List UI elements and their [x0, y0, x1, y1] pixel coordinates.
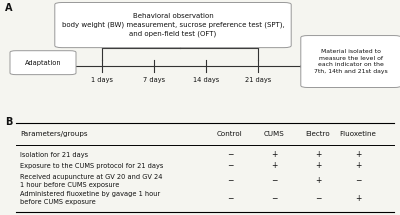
- Text: −: −: [271, 194, 277, 203]
- Text: +: +: [315, 176, 321, 185]
- Text: −: −: [227, 150, 233, 159]
- Text: 14 days: 14 days: [193, 77, 219, 83]
- Text: Electro: Electro: [306, 131, 330, 137]
- Text: Parameters/groups: Parameters/groups: [20, 131, 88, 137]
- Text: 21 days: 21 days: [245, 77, 271, 83]
- Text: +: +: [315, 161, 321, 170]
- FancyBboxPatch shape: [55, 3, 291, 48]
- Text: +: +: [315, 150, 321, 159]
- Text: +: +: [271, 161, 277, 170]
- Text: Fluoxetine: Fluoxetine: [340, 131, 376, 137]
- Text: Administered fluoxetine by gavage 1 hour
before CUMS exposure: Administered fluoxetine by gavage 1 hour…: [20, 191, 160, 205]
- Text: −: −: [271, 176, 277, 185]
- Text: Control: Control: [217, 131, 243, 137]
- FancyBboxPatch shape: [10, 51, 76, 75]
- Text: +: +: [271, 150, 277, 159]
- Text: 1 days: 1 days: [91, 77, 113, 83]
- Text: Received acupuncture at GV 20 and GV 24
1 hour before CUMS exposure: Received acupuncture at GV 20 and GV 24 …: [20, 174, 162, 187]
- Text: −: −: [227, 161, 233, 170]
- Text: −: −: [355, 176, 361, 185]
- Text: +: +: [355, 161, 361, 170]
- Text: B: B: [5, 117, 12, 127]
- Text: Behavioral observation
body weight (BW) measurement, sucrose preference test (SP: Behavioral observation body weight (BW) …: [62, 13, 284, 37]
- Text: +: +: [355, 194, 361, 203]
- Text: −: −: [227, 176, 233, 185]
- Text: Exposure to the CUMS protocol for 21 days: Exposure to the CUMS protocol for 21 day…: [20, 163, 163, 169]
- Text: 7 days: 7 days: [143, 77, 165, 83]
- Text: −: −: [315, 194, 321, 203]
- Text: Isolation for 21 days: Isolation for 21 days: [20, 152, 88, 158]
- Text: Material isolated to
measure the level of
each indicator on the
7th, 14th and 21: Material isolated to measure the level o…: [314, 49, 388, 74]
- Text: Adaptation: Adaptation: [25, 60, 61, 66]
- Text: CUMS: CUMS: [264, 131, 284, 137]
- Text: −: −: [227, 194, 233, 203]
- Text: A: A: [5, 3, 12, 13]
- FancyBboxPatch shape: [301, 35, 400, 88]
- Text: +: +: [355, 150, 361, 159]
